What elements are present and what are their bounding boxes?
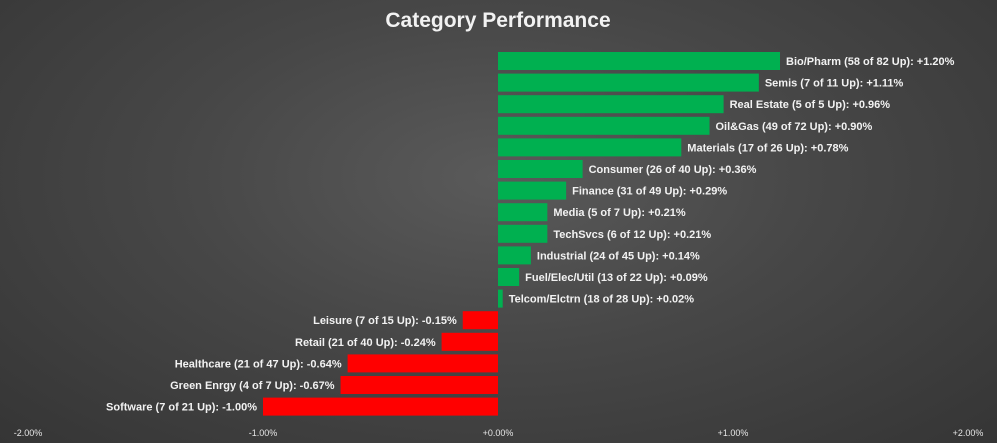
bar-5 [498,160,583,178]
bar-label-16: Software (7 of 21 Up): -1.00% [106,402,257,414]
x-tick-label-3: +1.00% [718,428,749,438]
bar-12 [462,311,498,330]
bar-3 [498,116,710,135]
bar-0 [498,52,780,70]
bar-4 [498,138,682,157]
bar-label-5: Consumer (26 of 40 Up): +0.36% [589,164,757,176]
x-tick-label-4: +2.00% [953,428,984,438]
bar-10 [498,268,520,286]
bar-13 [441,332,498,351]
bar-label-13: Retail (21 of 40 Up): -0.24% [295,337,436,349]
bar-label-8: TechSvcs (6 of 12 Up): +0.21% [553,229,711,241]
bar-6 [498,181,567,200]
bar-label-0: Bio/Pharm (58 of 82 Up): +1.20% [786,56,955,68]
bar-11 [498,289,503,308]
bar-label-6: Finance (31 of 49 Up): +0.29% [572,186,727,198]
x-tick-label-2: +0.00% [483,428,514,438]
bar-label-11: Telcom/Elctrn (18 of 28 Up): +0.02% [509,294,695,306]
bar-labels-group: Bio/Pharm (58 of 82 Up): +1.20% Semis (7 … [106,56,955,414]
bar-label-14: Healthcare (21 of 47 Up): -0.64% [175,358,342,370]
x-tick-label-1: -1.00% [249,428,278,438]
bar-label-15: Green Enrgy (4 of 7 Up): -0.67% [170,380,335,392]
bar-15 [340,376,498,394]
bar-16 [263,397,498,416]
bar-label-10: Fuel/Elec/Util (13 of 22 Up): +0.09% [525,272,708,284]
bar-label-3: Oil&Gas (49 of 72 Up): +0.90% [716,121,873,133]
bar-8 [498,224,548,243]
bar-label-2: Real Estate (5 of 5 Up): +0.96% [730,99,891,111]
bar-label-12: Leisure (7 of 15 Up): -0.15% [313,315,457,327]
bar-label-1: Semis (7 of 11 Up): +1.11% [765,78,904,90]
bar-2 [498,95,724,114]
bar-label-7: Media (5 of 7 Up): +0.21% [553,207,686,219]
bar-14 [347,354,498,373]
x-axis-tick-labels: -2.00% -1.00% +0.00% +1.00% +2.00% [14,428,984,438]
bars-group [263,52,780,416]
x-tick-label-0: -2.00% [14,428,43,438]
bar-label-4: Materials (17 of 26 Up): +0.78% [687,142,848,154]
bar-7 [498,203,548,222]
bar-label-9: Industrial (24 of 45 Up): +0.14% [537,250,700,262]
bar-9 [498,246,531,265]
bar-1 [498,73,759,92]
chart-title: Category Performance [385,9,610,32]
